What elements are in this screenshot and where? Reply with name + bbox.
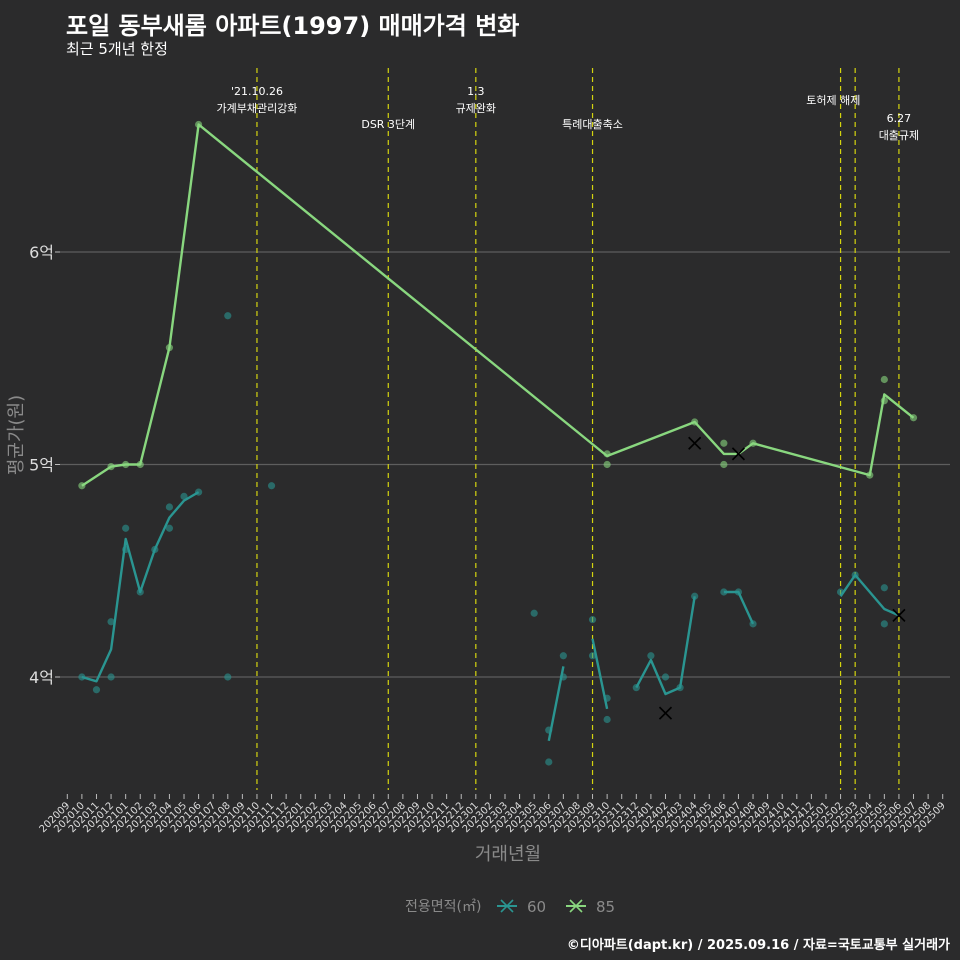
cancelled-marker-60: [658, 706, 673, 720]
legend-x-60: [500, 899, 514, 913]
series-line-60: [81, 491, 900, 742]
data-point-60: [151, 545, 159, 554]
data-point-60: [676, 684, 684, 692]
data-point-60: [720, 588, 728, 596]
x-axis-label: 거래년월: [475, 844, 541, 865]
data-point-60: [180, 492, 188, 500]
data-point-60: [559, 673, 567, 681]
data-point-85: [107, 463, 115, 471]
data-point-85: [122, 460, 130, 469]
data-point-60: [661, 673, 670, 681]
data-point-60: [224, 673, 232, 681]
data-point-85: [603, 460, 611, 469]
data-point-60: [92, 686, 101, 694]
data-point-60: [545, 758, 553, 766]
y-tick-label: 4억: [29, 668, 54, 687]
data-point-60: [165, 524, 174, 532]
y-axis: 4억 5억 6억: [29, 243, 60, 687]
y-axis-label: 평균가(원): [6, 395, 27, 475]
data-point-60: [734, 588, 743, 596]
data-point-60: [107, 618, 115, 626]
policy-label: DSR 3단계: [361, 118, 415, 131]
policy-label: 가계부채관리강화: [216, 102, 297, 115]
chart-title: 포일 동부새롬 아파트(1997) 매매가격 변화: [66, 12, 520, 40]
grid-lines: [60, 251, 950, 678]
series-lines: [81, 123, 915, 742]
data-point-85: [195, 120, 203, 129]
y-tick-label: 6억: [29, 243, 54, 262]
policy-label: 1.3: [467, 85, 485, 98]
legend-label-85: 85: [596, 898, 615, 916]
legend-x-85: [569, 899, 583, 913]
data-point-60: [195, 488, 203, 496]
data-point-85: [720, 460, 728, 469]
legend-label-60: 60: [527, 898, 546, 916]
data-point-60: [851, 571, 859, 579]
data-point-60: [691, 592, 699, 600]
data-point-60: [78, 673, 86, 681]
data-point-60: [880, 584, 888, 592]
data-point-60: [588, 616, 597, 624]
policy-label: 토허제 해제: [806, 93, 860, 107]
data-point-60: [530, 609, 538, 617]
source-caption: ©디아파트(dapt.kr) / 2025.09.16 / 자료=국토교통부 실…: [566, 938, 950, 953]
policy-lines: [256, 68, 900, 790]
cancelled-marker-85: [731, 447, 746, 461]
data-points: [78, 120, 918, 766]
cancelled-marker-85: [688, 436, 702, 450]
data-point-60: [749, 620, 757, 628]
data-point-60: [632, 684, 640, 692]
chart-subtitle: 최근 5개년 한정: [66, 40, 168, 58]
data-point-60: [545, 726, 553, 734]
data-point-85: [78, 482, 86, 490]
data-point-60: [224, 312, 232, 320]
cancelled-mark-stroke: [892, 608, 906, 622]
data-point-85: [866, 471, 874, 479]
cancelled-mark-stroke: [731, 447, 746, 461]
data-point-60: [165, 503, 174, 511]
data-point-60: [122, 545, 130, 554]
data-point-85: [909, 414, 918, 422]
data-point-60: [880, 620, 888, 628]
policy-label: 대출규제: [879, 129, 919, 142]
data-point-60: [267, 482, 276, 490]
data-point-60: [603, 715, 611, 724]
data-point-60: [107, 673, 115, 681]
policy-label: 6.27: [887, 112, 912, 125]
data-point-85: [720, 439, 728, 447]
data-point-60: [136, 588, 144, 596]
data-point-85: [603, 450, 611, 458]
data-point-85: [749, 439, 757, 447]
x-axis: 2020092020102020112020122021012021022021…: [38, 794, 948, 835]
data-point-60: [603, 694, 611, 702]
cancelled-mark-stroke: [688, 436, 702, 450]
data-point-60: [559, 652, 567, 660]
y-tick-label: 5억: [29, 456, 54, 475]
legend-title: 전용면적(㎡): [405, 899, 481, 915]
policy-label: 규제완화: [456, 102, 496, 115]
legend: 전용면적(㎡) 60 85: [405, 898, 615, 916]
data-point-60: [122, 524, 130, 532]
data-point-60: [647, 652, 655, 660]
policy-label: 특례대출축소: [562, 118, 623, 131]
data-point-60: [588, 652, 597, 660]
data-point-60: [836, 588, 845, 596]
series-line-85: [81, 123, 915, 487]
cancelled-marker-60: [892, 608, 906, 622]
policy-label: '21.10.26: [231, 85, 283, 98]
data-point-85: [136, 460, 144, 469]
data-point-85: [880, 375, 888, 384]
data-point-85: [165, 344, 174, 352]
cancelled-mark-stroke: [658, 706, 673, 720]
data-point-85: [691, 418, 699, 426]
data-point-85: [880, 397, 888, 405]
